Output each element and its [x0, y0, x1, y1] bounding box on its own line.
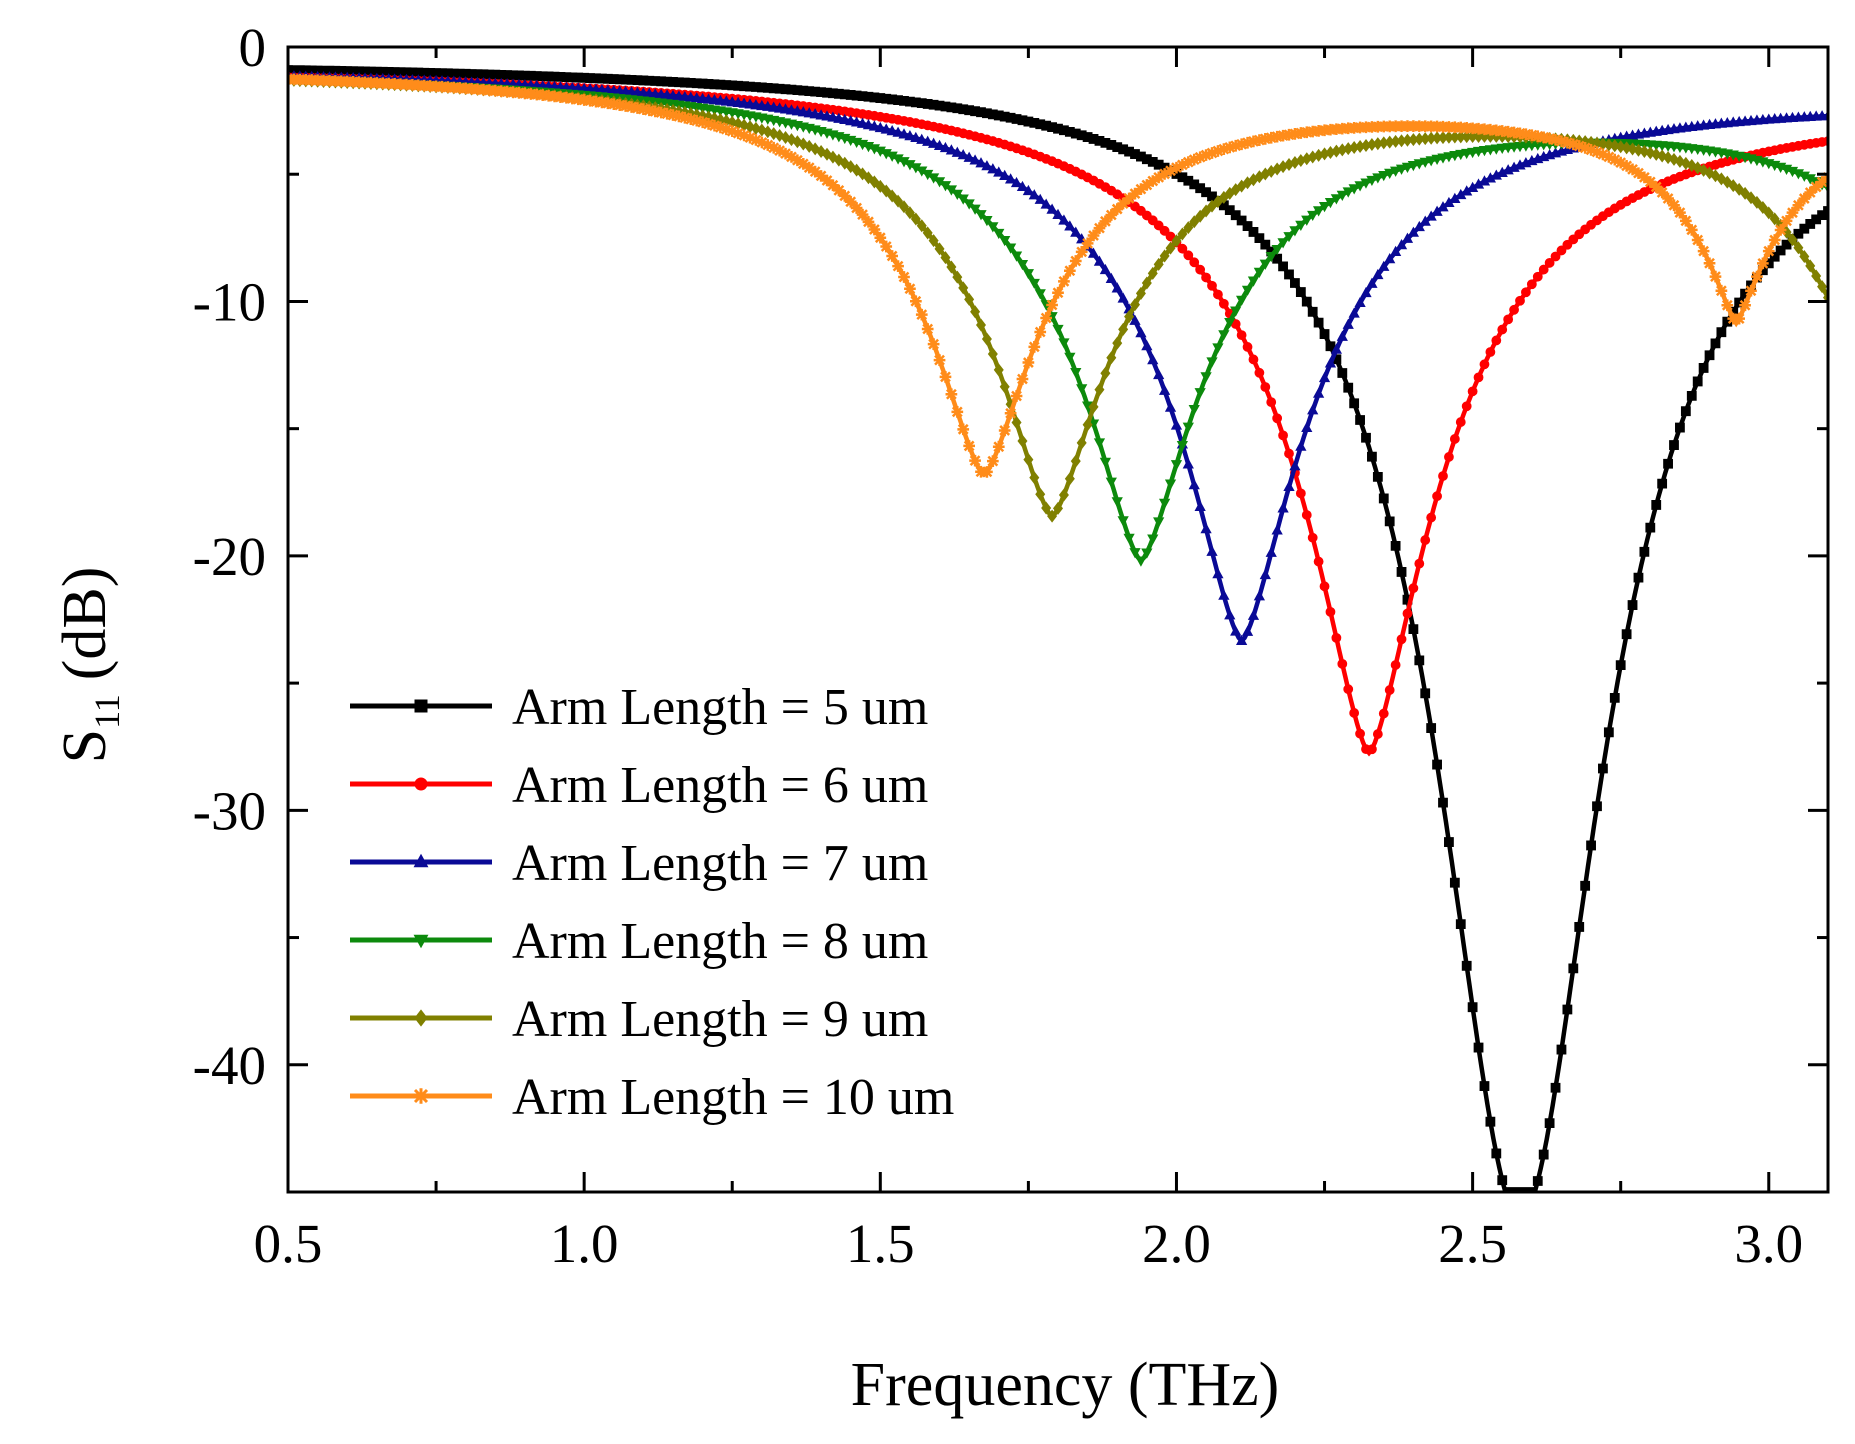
series-markers-2 — [288, 72, 1828, 755]
axis-ticks — [286, 45, 1828, 1192]
legend-swatch-marker — [413, 1088, 429, 1104]
legend-item: Arm Length = 7 um — [350, 835, 928, 892]
legend-swatch-marker — [414, 699, 428, 713]
legend-item: Arm Length = 5 um — [350, 679, 928, 736]
legend-item: Arm Length = 6 um — [350, 757, 928, 814]
y-tick-label: -10 — [193, 271, 266, 332]
x-tick-label: 1.5 — [846, 1213, 915, 1274]
series-curves — [288, 65, 1828, 1192]
y-axis-label-subscript: 11 — [87, 694, 127, 729]
plot-frame — [286, 45, 1830, 1194]
series-6 — [288, 73, 1828, 478]
y-tick-label: -20 — [193, 526, 266, 587]
x-tick-label: 1.0 — [550, 1213, 619, 1274]
legend: Arm Length = 5 um Arm Length = 6 um Arm Le… — [350, 679, 954, 1126]
y-axis-label-main: S — [51, 729, 119, 763]
y-tick-label: -30 — [193, 780, 266, 841]
legend-label: Arm Length = 10 um — [512, 1069, 954, 1126]
legend-swatch-marker — [413, 934, 429, 949]
y-axis-label: S11 (dB) — [51, 567, 127, 764]
series-line-2 — [288, 74, 1828, 757]
x-tick-label: 2.0 — [1142, 1213, 1211, 1274]
y-tick-label: 0 — [239, 17, 267, 78]
x-tick-label: 2.5 — [1438, 1213, 1507, 1274]
legend-item: Arm Length = 9 um — [350, 991, 928, 1048]
legend-label: Arm Length = 9 um — [512, 991, 928, 1048]
legend-label: Arm Length = 7 um — [512, 835, 928, 892]
legend-swatch-marker — [414, 1009, 428, 1027]
series-2 — [288, 72, 1828, 757]
legend-label: Arm Length = 5 um — [512, 679, 928, 736]
x-tick-label: 3.0 — [1734, 1213, 1803, 1274]
legend-label: Arm Length = 6 um — [512, 757, 928, 814]
legend-label: Arm Length = 8 um — [512, 913, 928, 970]
x-axis-label: Frequency (THz) — [851, 1351, 1280, 1419]
legend-item: Arm Length = 8 um — [350, 913, 928, 970]
y-tick-label: -40 — [193, 1035, 266, 1096]
legend-swatch-marker — [414, 777, 428, 791]
legend-item: Arm Length = 10 um — [350, 1069, 954, 1126]
x-tick-label: 0.5 — [254, 1213, 323, 1274]
tick-labels: 0.5 1.0 1.5 2.0 2.5 3.0 0 -10 -20 -30 -40 — [193, 17, 1803, 1274]
legend-swatch-marker — [413, 853, 429, 868]
y-axis-label-unit: (dB) — [51, 567, 119, 681]
series-markers-6 — [288, 73, 1828, 478]
